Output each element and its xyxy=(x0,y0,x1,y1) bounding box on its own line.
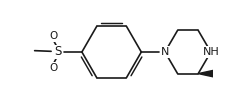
Text: NH: NH xyxy=(202,47,219,57)
Text: N: N xyxy=(161,47,169,57)
Polygon shape xyxy=(198,70,216,77)
Text: N: N xyxy=(161,47,169,57)
Text: O: O xyxy=(49,63,58,72)
Text: O: O xyxy=(49,32,58,41)
Text: S: S xyxy=(54,45,61,58)
